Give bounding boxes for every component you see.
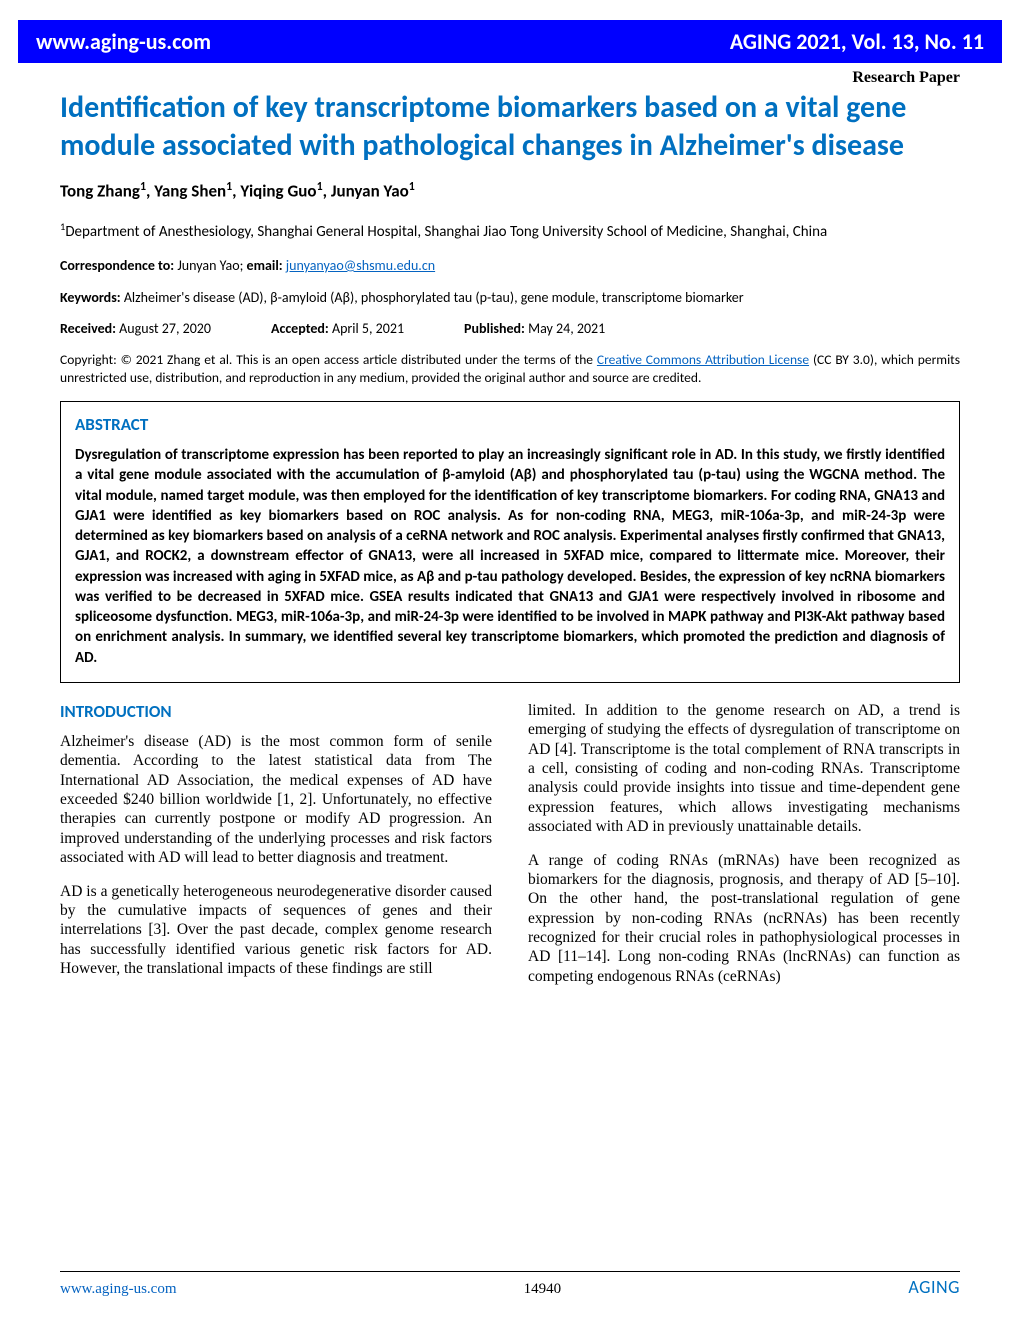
accepted-value: April 5, 2021 <box>332 320 404 337</box>
email-label: email: <box>247 257 283 274</box>
header-right: AGING 2021, Vol. 13, No. 11 <box>730 28 984 55</box>
accepted-label: Accepted: <box>271 320 329 337</box>
published: Published: May 24, 2021 <box>464 319 605 339</box>
abstract-heading: ABSTRACT <box>75 414 945 435</box>
article-title: Identification of key transcriptome biom… <box>60 89 960 164</box>
copyright-notice: Copyright: © 2021 Zhang et al. This is a… <box>60 351 960 387</box>
article-type: Research Paper <box>60 69 960 87</box>
accepted: Accepted: April 5, 2021 <box>271 319 404 339</box>
intro-p2: AD is a genetically heterogeneous neurod… <box>60 882 492 979</box>
copyright-text-before: © 2021 Zhang et al. This is an open acce… <box>117 351 597 368</box>
authors-line: Tong Zhang1, Yang Shen1, Yiqing Guo1, Ju… <box>60 180 960 202</box>
correspondence-name: Junyan Yao; <box>177 257 243 274</box>
introduction-heading: INTRODUCTION <box>60 701 492 722</box>
received: Received: August 27, 2020 <box>60 319 211 339</box>
keywords-value: Alzheimer's disease (AD), β-amyloid (Aβ)… <box>124 289 744 306</box>
abstract-text: Dysregulation of transcriptome expressio… <box>75 445 945 668</box>
received-label: Received: <box>60 320 116 337</box>
footer-rule <box>60 1271 960 1272</box>
dates-row: Received: August 27, 2020 Accepted: Apri… <box>60 319 960 339</box>
page-footer: www.aging-us.com 14940 AGING <box>60 1276 960 1298</box>
keywords-line: Keywords: Alzheimer's disease (AD), β-am… <box>60 288 960 308</box>
header-left: www.aging-us.com <box>36 28 211 55</box>
intro-p3: limited. In addition to the genome resea… <box>528 701 960 837</box>
published-label: Published: <box>464 320 525 337</box>
keywords-label: Keywords: <box>60 289 121 306</box>
published-value: May 24, 2021 <box>528 320 605 337</box>
journal-header-bar: www.aging-us.com AGING 2021, Vol. 13, No… <box>18 20 1002 63</box>
footer-right: AGING <box>908 1276 960 1298</box>
email-link[interactable]: junyanyao@shsmu.edu.cn <box>286 257 435 274</box>
left-column: INTRODUCTION Alzheimer's disease (AD) is… <box>60 701 492 1000</box>
copyright-label: Copyright: <box>60 351 117 368</box>
intro-p4: A range of coding RNAs (mRNAs) have been… <box>528 851 960 987</box>
license-link[interactable]: Creative Commons Attribution License <box>597 351 809 368</box>
intro-p1: Alzheimer's disease (AD) is the most com… <box>60 732 492 868</box>
received-value: August 27, 2020 <box>119 320 211 337</box>
correspondence-line: Correspondence to: Junyan Yao; email: ju… <box>60 256 960 276</box>
body-two-columns: INTRODUCTION Alzheimer's disease (AD) is… <box>60 701 960 1000</box>
footer-page-number: 14940 <box>524 1281 562 1298</box>
footer-left: www.aging-us.com <box>60 1281 177 1298</box>
right-column: limited. In addition to the genome resea… <box>528 701 960 1000</box>
affiliation: 1Department of Anesthesiology, Shanghai … <box>60 220 960 242</box>
abstract-box: ABSTRACT Dysregulation of transcriptome … <box>60 401 960 683</box>
correspondence-label: Correspondence to: <box>60 257 174 274</box>
